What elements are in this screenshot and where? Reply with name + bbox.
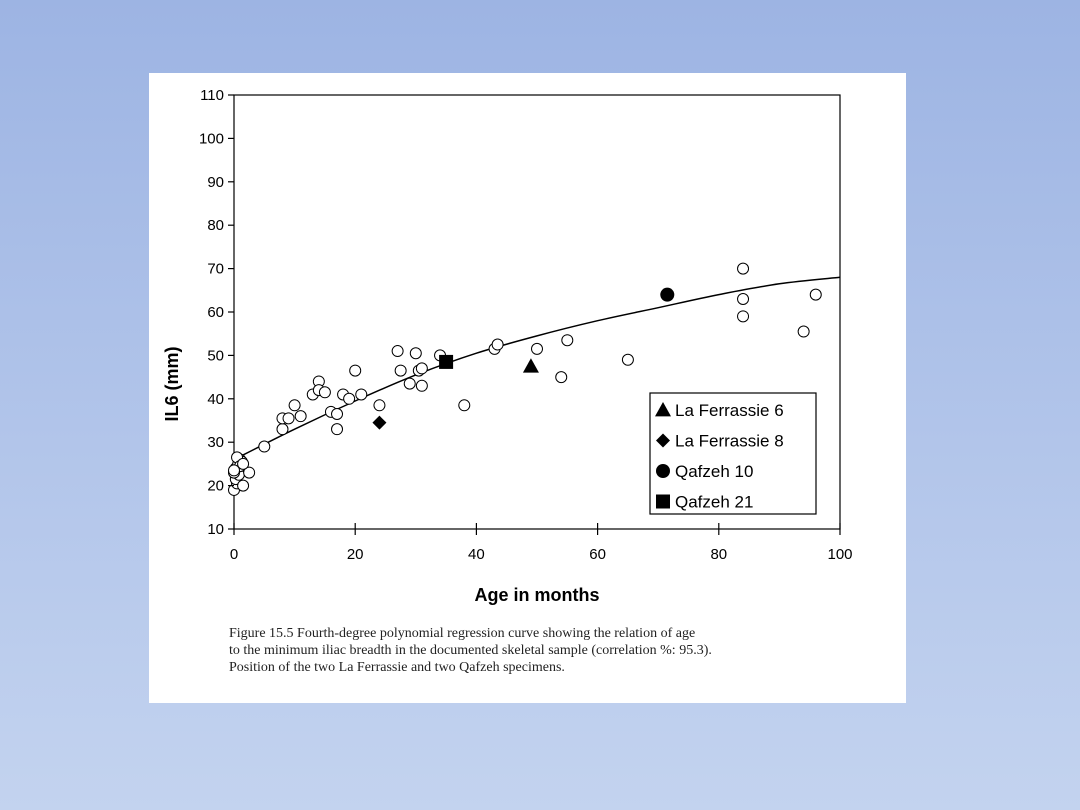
scatter-chart: 10 20 30 40 50 60 70 80 90 100 110 0 20 40 60 80 100 IL6… [162,87,853,605]
data-point [355,388,368,401]
x-tick-label: 80 [710,546,727,563]
y-tick-label: 100 [199,130,224,147]
data-point [491,338,504,351]
data-point [331,423,344,436]
x-tick-label: 20 [347,546,364,563]
legend-marker-qafzeh-21 [656,494,670,509]
data-point [737,262,750,275]
data-point [288,399,301,412]
data-point [282,412,295,425]
specimen-point-qafzeh-21 [439,354,454,369]
caption-line-3: Position of the two La Ferrassie and two… [229,660,565,675]
x-tick-label: 0 [230,546,238,563]
legend-marker-qafzeh-10 [656,464,670,478]
data-point [258,440,271,453]
x-tick-label: 40 [468,546,485,563]
data-point [458,399,471,412]
data-point [737,310,750,323]
y-tick-label: 60 [207,304,224,321]
x-tick-label: 60 [589,546,606,563]
x-axis-title: Age in months [475,585,600,605]
data-point [797,325,810,338]
figure-caption: Figure 15.5 Fourth-degree polynomial reg… [229,625,869,676]
data-point [331,407,344,420]
legend: La Ferrassie 6 La Ferrassie 8 Qafzeh 10 Qaf… [649,392,817,515]
data-point [531,342,543,355]
y-tick-label: 70 [207,261,224,278]
data-points-layer [228,262,822,496]
axis-ticks-layer: 10 20 30 40 50 60 70 80 90 100 110 0 20 40 60 80 100 [199,87,853,563]
y-tick-label: 10 [207,521,224,538]
legend-label: La Ferrassie 6 [675,401,784,420]
data-point [621,353,634,366]
y-tick-label: 110 [200,87,224,104]
y-axis-title: IL6 (mm) [162,346,182,421]
y-tick-label: 40 [207,391,224,408]
legend-label: La Ferrassie 8 [675,432,784,451]
y-tick-label: 50 [207,347,224,364]
data-point [243,466,256,479]
data-point [349,364,362,377]
data-point [555,371,568,384]
legend-marker-la-ferrassie-6 [655,402,671,417]
legend-marker-la-ferrassie-8 [656,433,670,448]
caption-line-1: Figure 15.5 Fourth-degree polynomial reg… [229,626,696,641]
specimen-point-qafzeh-10 [660,287,675,302]
specimen-point-la-ferrassie-8 [372,415,387,430]
caption-line-2: to the minimum iliac breadth in the docu… [229,643,712,658]
y-tick-label: 20 [207,478,224,495]
data-point [237,479,250,492]
data-point [237,457,250,470]
specimen-point-la-ferrassie-6 [522,358,539,373]
data-point [276,423,289,436]
x-tick-label: 100 [827,546,852,563]
y-tick-label: 30 [207,434,224,451]
data-point [403,377,416,390]
y-tick-label: 90 [207,174,224,191]
data-point [394,364,407,377]
figure-card: 10 20 30 40 50 60 70 80 90 100 110 0 20 40 60 80 100 IL6… [149,73,906,703]
data-point [561,334,574,347]
legend-label: Qafzeh 21 [675,493,753,512]
legend-label: Qafzeh 10 [675,462,753,481]
data-point [415,379,428,392]
data-point [409,347,422,360]
data-point [737,292,750,305]
data-point [228,464,240,477]
data-point [809,288,822,301]
data-point [343,392,356,405]
y-tick-label: 80 [207,217,224,234]
data-point [391,345,404,358]
data-point [318,386,331,399]
legend-box [649,392,817,515]
data-point [373,399,386,412]
data-point [294,410,307,423]
data-point [415,362,428,375]
